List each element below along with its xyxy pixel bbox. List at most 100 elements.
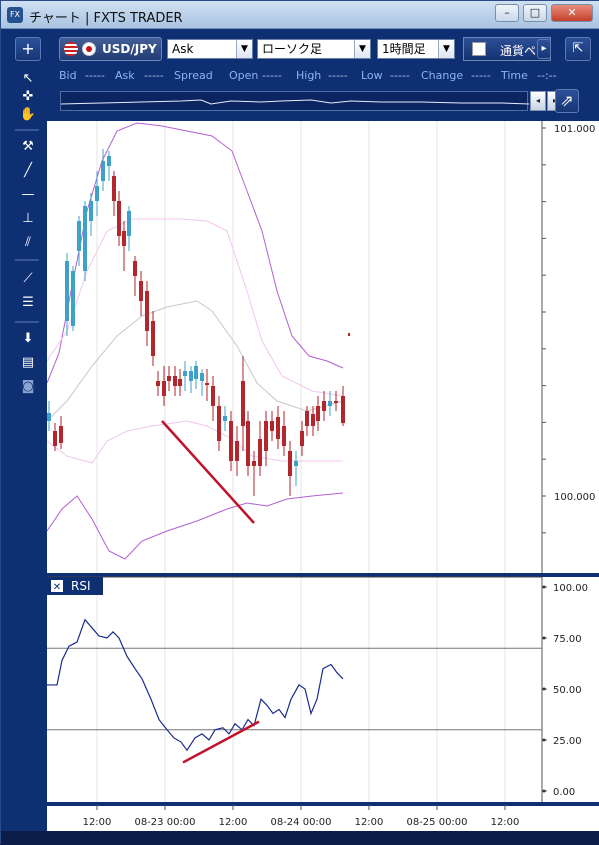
time-axis-label: 08-25 00:00 [406,817,467,828]
ask-label: Ask [115,69,135,82]
maximize-button[interactable]: □ [523,4,547,22]
pane-divider [47,573,599,577]
rsi-tick-dot [542,738,546,742]
time-axis-label: 08-23 00:00 [134,817,195,828]
download-icon[interactable]: ⬇ [22,331,34,346]
jump-latest-button[interactable]: ⇗ [555,89,579,113]
price-chart-svg: 101.000 100.000 100.00 75.00 50.00 25.00 0.00 ✕… [47,121,599,831]
overview-scrollbar[interactable] [60,91,529,111]
candle-body [189,371,193,381]
open-label: Open [229,69,259,82]
next-arrow-button[interactable]: ▸ [537,39,551,59]
fan-icon[interactable]: ⟋ [23,271,33,286]
candle-body [311,414,315,426]
time-label: Time [501,69,528,82]
candle-body [341,396,345,423]
candle-body [151,321,155,356]
rsi-close-icon: ✕ [53,582,61,593]
candle-body [229,421,233,461]
time-value: --:-- [537,69,557,82]
hand-icon[interactable]: ✋ [19,107,37,122]
chart-area[interactable]: 101.000 100.000 100.00 75.00 50.00 25.00 0.00 ✕… [47,121,599,845]
candle-body [117,201,121,236]
high-value: ----- [328,69,348,82]
overview-sparkline [61,99,529,105]
candle-body [133,261,137,276]
candle-body [71,271,75,326]
app-icon: FX [7,7,23,23]
currency-pair-button[interactable]: USD/JPY [59,37,162,61]
candle-body [235,441,239,461]
candle-body [65,261,69,321]
bollinger-lower-inner-line [47,420,343,464]
timeframe-select[interactable]: 1時間足 ▼ [377,39,455,59]
horizontal-line-icon[interactable]: — [21,187,35,202]
crosshair-icon[interactable]: ✜ [22,89,34,104]
candle-body [288,451,292,476]
bollinger-lower-line [47,492,344,560]
minimize-button[interactable]: – [495,4,519,22]
candle-body [183,371,187,376]
time-axis-label: 12:00 [355,817,384,828]
candle-body [156,381,160,386]
add-chart-button[interactable]: + [15,37,41,61]
rsi-label: RSI [71,579,91,593]
price-type-select[interactable]: Ask ▼ [167,39,253,59]
expand-button[interactable]: ⇱ [565,37,591,61]
scroll-left-button[interactable]: ◂ [530,91,546,111]
candle-body [167,376,171,381]
spread-label: Spread [174,69,213,82]
candle-body [241,381,245,426]
chart-type-value: ローソク足 [262,42,323,56]
fibonacci-icon[interactable]: ☰ [22,295,34,310]
candle-body [77,221,81,251]
rsi-plot-background [47,577,542,805]
chevron-down-icon: ▼ [354,40,370,58]
rsi-tick-dot [542,687,546,691]
candle-body [300,431,304,446]
cursor-icon[interactable]: ↖ [22,71,34,86]
currency-pair-toggle[interactable]: 通貨ペ [463,37,551,61]
jp-flag-icon [82,42,96,56]
candle-body [95,186,99,201]
rsi-tick-dot [542,636,546,640]
candle-body [316,406,320,421]
candle-body [223,416,227,421]
window-title: チャート | FXTS TRADER [29,11,183,26]
candle-body [264,421,268,451]
vertical-line-icon[interactable]: ⊥ [22,211,34,226]
time-axis-label: 12:00 [219,817,248,828]
candle-body [305,411,309,426]
hammer-icon[interactable]: ⚒ [22,139,34,154]
candle-body [211,386,215,406]
camera-icon[interactable]: ◙ [21,379,35,394]
rsi-line [47,618,344,752]
ask-value: ----- [144,69,164,82]
chart-type-select[interactable]: ローソク足 ▼ [257,39,371,59]
currency-checkbox[interactable] [472,42,486,56]
toolbar-divider [15,259,39,261]
price-marker-dot [348,333,350,336]
rsi-close-box [51,580,63,592]
price-label-top: 101.000 [554,124,595,135]
candle-body [83,206,87,271]
candle-body [270,421,274,431]
quote-bar: Bid ----- Ask ----- Spread Open ----- Hi… [47,63,599,121]
candle-body [334,401,338,403]
bottom-divider [47,802,599,806]
candle-body [53,431,57,446]
change-label: Change [421,69,464,82]
candle-body [122,231,126,246]
candle-body [89,201,93,221]
rsi-level-label: 25.00 [553,736,582,747]
close-button[interactable]: ✕ [551,4,593,22]
rsi-level-label: 100.00 [553,583,588,594]
candle-body [276,417,280,439]
low-label: Low [361,69,383,82]
time-axis-background [47,805,599,831]
time-axis-label: 08-24 00:00 [270,817,331,828]
channel-icon[interactable]: ⫽ [25,235,31,250]
list-icon[interactable]: ▤ [21,355,35,370]
trendline-icon[interactable]: ╱ [24,163,32,178]
